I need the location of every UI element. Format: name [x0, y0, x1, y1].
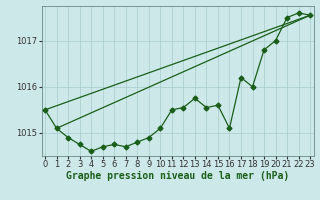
X-axis label: Graphe pression niveau de la mer (hPa): Graphe pression niveau de la mer (hPa) [66, 171, 289, 181]
